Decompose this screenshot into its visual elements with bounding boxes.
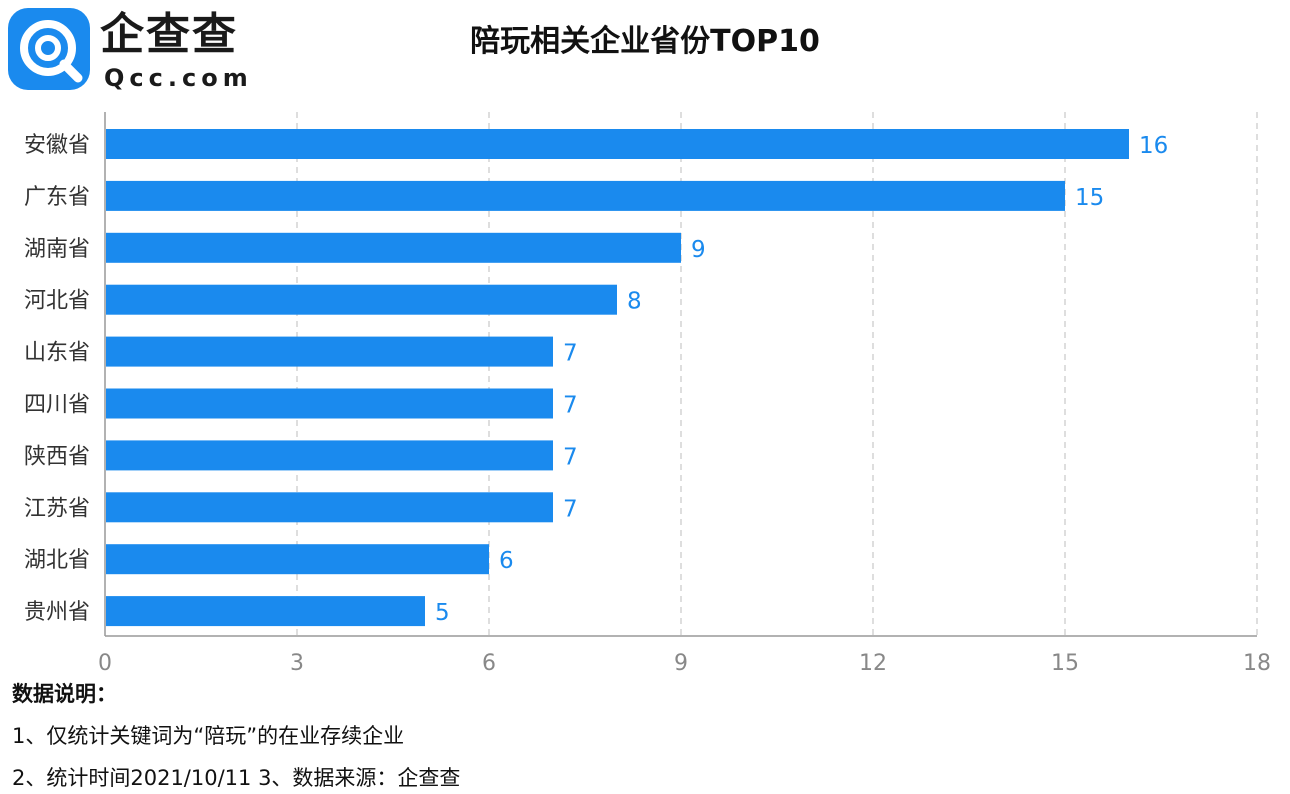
chart-title: 陪玩相关企业省份TOP10 [470,24,820,59]
x-tick-label: 6 [482,651,496,676]
data-label: 5 [435,600,450,626]
bar [106,596,425,627]
data-label: 7 [563,496,578,522]
logo-name: 企查查 [100,9,238,60]
notes-heading: 数据说明： [12,682,117,706]
bar [106,492,553,523]
notes-line-2: 2、统计时间2021/10/11 3、数据来源：企查查 [12,766,461,790]
bar [106,232,681,263]
x-tick-label: 18 [1243,651,1271,676]
x-tick-label: 9 [674,651,688,676]
y-category-label: 陕西省 [24,444,90,469]
y-category-label: 湖北省 [24,548,90,573]
bar [106,129,1129,159]
data-label: 16 [1139,133,1168,159]
data-label: 8 [627,289,642,315]
bar [106,336,553,367]
bar [106,544,489,575]
y-category-label: 四川省 [24,393,90,418]
x-tick-label: 0 [98,651,112,676]
logo-domain: Qcc.com [104,64,253,92]
bar [106,440,553,471]
y-category-label: 贵州省 [24,600,90,625]
x-tick-label: 15 [1051,651,1079,676]
bar [106,284,617,315]
data-label: 7 [563,444,578,470]
data-label: 9 [691,237,706,263]
data-label: 15 [1075,185,1104,211]
y-category-label: 江苏省 [24,496,90,521]
x-tick-label: 3 [290,651,304,676]
y-category-label: 湖南省 [24,237,90,262]
x-tick-label: 12 [859,651,887,676]
qcc-logo-icon [8,8,90,90]
bar [106,388,553,419]
y-category-label: 广东省 [24,185,90,210]
data-label: 7 [563,341,578,367]
y-category-label: 河北省 [24,289,90,314]
data-label: 6 [499,548,514,574]
bar [106,180,1065,211]
notes-line-1: 1、仅统计关键词为“陪玩”的在业存续企业 [12,724,405,748]
y-category-label: 安徽省 [24,133,90,158]
y-category-label: 山东省 [24,341,90,366]
data-label: 7 [563,393,578,419]
qcc-logo: 企查查 Qcc.com [8,8,248,94]
